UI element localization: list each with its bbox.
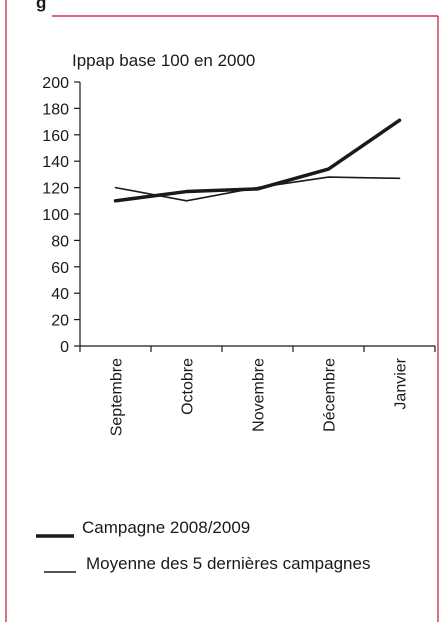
x-tick-label: Novembre — [251, 358, 268, 432]
legend-label: Moyenne des 5 dernières campagnes — [86, 554, 370, 573]
y-ticks-group: 0 20 40 60 80 100 120 140 160 180 200 — [42, 75, 80, 356]
y-tick-label: 20 — [51, 313, 69, 330]
legend-label: Campagne 2008/2009 — [82, 518, 250, 537]
y-tick-label: 140 — [42, 154, 69, 171]
y-unit-label: Ippap base 100 en 2000 — [72, 51, 255, 70]
y-tick-label: 120 — [42, 181, 69, 198]
x-tick-label: Septembre — [109, 358, 126, 436]
y-tick-label: 80 — [51, 233, 69, 250]
y-tick-label: 200 — [42, 75, 69, 92]
title-fragment: g — [36, 0, 46, 12]
x-tick-label: Octobre — [180, 358, 197, 415]
legend: Campagne 2008/2009 Moyenne des 5 dernière… — [36, 518, 370, 573]
y-tick-label: 180 — [42, 101, 69, 118]
series-line-moyenne — [114, 176, 401, 202]
y-tick-label: 160 — [42, 128, 69, 145]
y-tick-label: 40 — [51, 286, 69, 303]
y-tick-label: 60 — [51, 260, 69, 277]
x-ticks-group: Septembre Octobre Novembre Décembre Janvier — [79, 346, 436, 436]
series-group — [113, 118, 402, 203]
y-tick-label: 0 — [60, 339, 69, 356]
y-tick-label: 100 — [42, 207, 69, 224]
series-line-campagne — [113, 118, 402, 203]
x-tick-label: Janvier — [393, 357, 410, 409]
axes-group — [79, 82, 435, 347]
x-tick-label: Décembre — [322, 358, 339, 432]
